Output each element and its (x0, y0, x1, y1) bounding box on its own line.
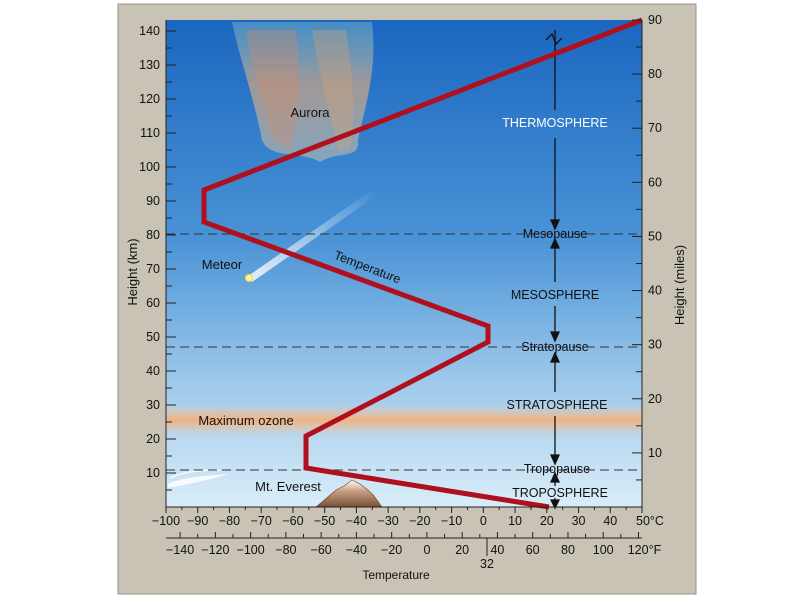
fahrenheit-scale: −140 −120 −100 −80 −60 −40 −20 0 20 40 60 80 100 120°… (166, 532, 662, 571)
km-tick-label: 80 (146, 228, 160, 242)
km-tick-label: 40 (146, 364, 160, 378)
mile-tick-label: 80 (648, 67, 662, 81)
tropopause-label: Tropopause (524, 462, 590, 476)
aurora-label: Aurora (290, 105, 330, 120)
temperature-curve (201, 17, 643, 510)
fahrenheit-tick-label: 40 (490, 543, 504, 557)
ozone-band (166, 404, 642, 436)
aurora-glow (232, 22, 374, 162)
mile-tick-label: 20 (648, 392, 662, 406)
km-tick-label: 20 (146, 432, 160, 446)
troposphere-label: TROPOSPHERE (512, 486, 608, 500)
mile-tick-label: 60 (648, 175, 662, 189)
fahrenheit-tick-label: −80 (275, 543, 296, 557)
km-tick-label: 10 (146, 466, 160, 480)
stratosphere-label: STRATOSPHERE (507, 398, 608, 412)
celsius-tick-label: −100 (152, 514, 180, 528)
km-tick-label: 60 (146, 296, 160, 310)
fahrenheit-tick-label: 100 (593, 543, 614, 557)
km-tick-label: 90 (146, 194, 160, 208)
celsius-tick-label: 50°C (636, 514, 664, 528)
celsius-tick-label: 10 (508, 514, 522, 528)
mt-everest-shape (315, 479, 383, 508)
meteor-trail (245, 190, 376, 282)
celsius-tick-label: 40 (603, 514, 617, 528)
everest-label: Mt. Everest (255, 479, 321, 494)
ozone-label: Maximum ozone (198, 413, 293, 428)
mesopause-label: Mesopause (523, 227, 588, 241)
fahrenheit-tick-label: −40 (346, 543, 367, 557)
stratopause-label: Stratopause (521, 340, 588, 354)
layer-arrows (545, 30, 563, 510)
km-tick-label: 30 (146, 398, 160, 412)
thermosphere-label: THERMOSPHERE (502, 116, 608, 130)
left-axis-title: Height (km) (125, 238, 140, 305)
celsius-tick-label: −30 (378, 514, 399, 528)
celsius-tick-label: 30 (572, 514, 586, 528)
mile-tick-label: 70 (648, 121, 662, 135)
celsius-tick-label: 20 (540, 514, 554, 528)
celsius-tick-label: −40 (346, 514, 367, 528)
fahrenheit-tick-label: −100 (237, 543, 265, 557)
km-tick-label: 70 (146, 262, 160, 276)
fahrenheit-tick-label: −140 (166, 543, 194, 557)
km-tick-label: 140 (139, 24, 160, 38)
km-tick-label: 130 (139, 58, 160, 72)
mesosphere-label: MESOSPHERE (511, 288, 599, 302)
celsius-tick-label: −10 (441, 514, 462, 528)
celsius-tick-label: −60 (282, 514, 303, 528)
mile-tick-label: 30 (648, 338, 662, 352)
km-tick-label: 120 (139, 92, 160, 106)
fahrenheit-tick-label: −60 (311, 543, 332, 557)
bottom-axis-title: Temperature (362, 568, 430, 582)
meteor-label: Meteor (202, 257, 243, 272)
fahrenheit-tick-label: 0 (423, 543, 430, 557)
celsius-tick-label: −90 (187, 514, 208, 528)
celsius-tick-label: −20 (409, 514, 430, 528)
miles-axis: 10 20 30 40 50 60 70 80 90 (632, 13, 662, 507)
celsius-tick-label: −50 (314, 514, 335, 528)
km-tick-label: 110 (140, 126, 160, 140)
fahrenheit-tick-label: −120 (201, 543, 229, 557)
mile-tick-label: 90 (648, 13, 662, 27)
fahrenheit-tick-label: 120°F (628, 543, 662, 557)
mile-tick-label: 50 (648, 229, 662, 243)
freezing-label: 32 (480, 557, 494, 571)
celsius-scale: −100 −90 −80 −70 −60 −50 −40 −30 −20 −10 0 10 20 30 40… (152, 506, 664, 528)
mile-tick-label: 10 (648, 446, 662, 460)
celsius-tick-label: −80 (219, 514, 240, 528)
fahrenheit-tick-label: −20 (381, 543, 402, 557)
fahrenheit-tick-label: 80 (561, 543, 575, 557)
right-axis-title: Height (miles) (672, 245, 687, 325)
mile-tick-label: 40 (648, 284, 662, 298)
km-axis: 10 20 30 40 50 60 70 80 90 100 110 120 130 140 (139, 20, 176, 507)
km-tick-label: 100 (139, 160, 160, 174)
km-tick-label: 50 (146, 330, 160, 344)
fahrenheit-tick-label: 20 (455, 543, 469, 557)
celsius-tick-label: 0 (480, 514, 487, 528)
celsius-tick-label: −70 (251, 514, 272, 528)
fahrenheit-tick-label: 60 (526, 543, 540, 557)
